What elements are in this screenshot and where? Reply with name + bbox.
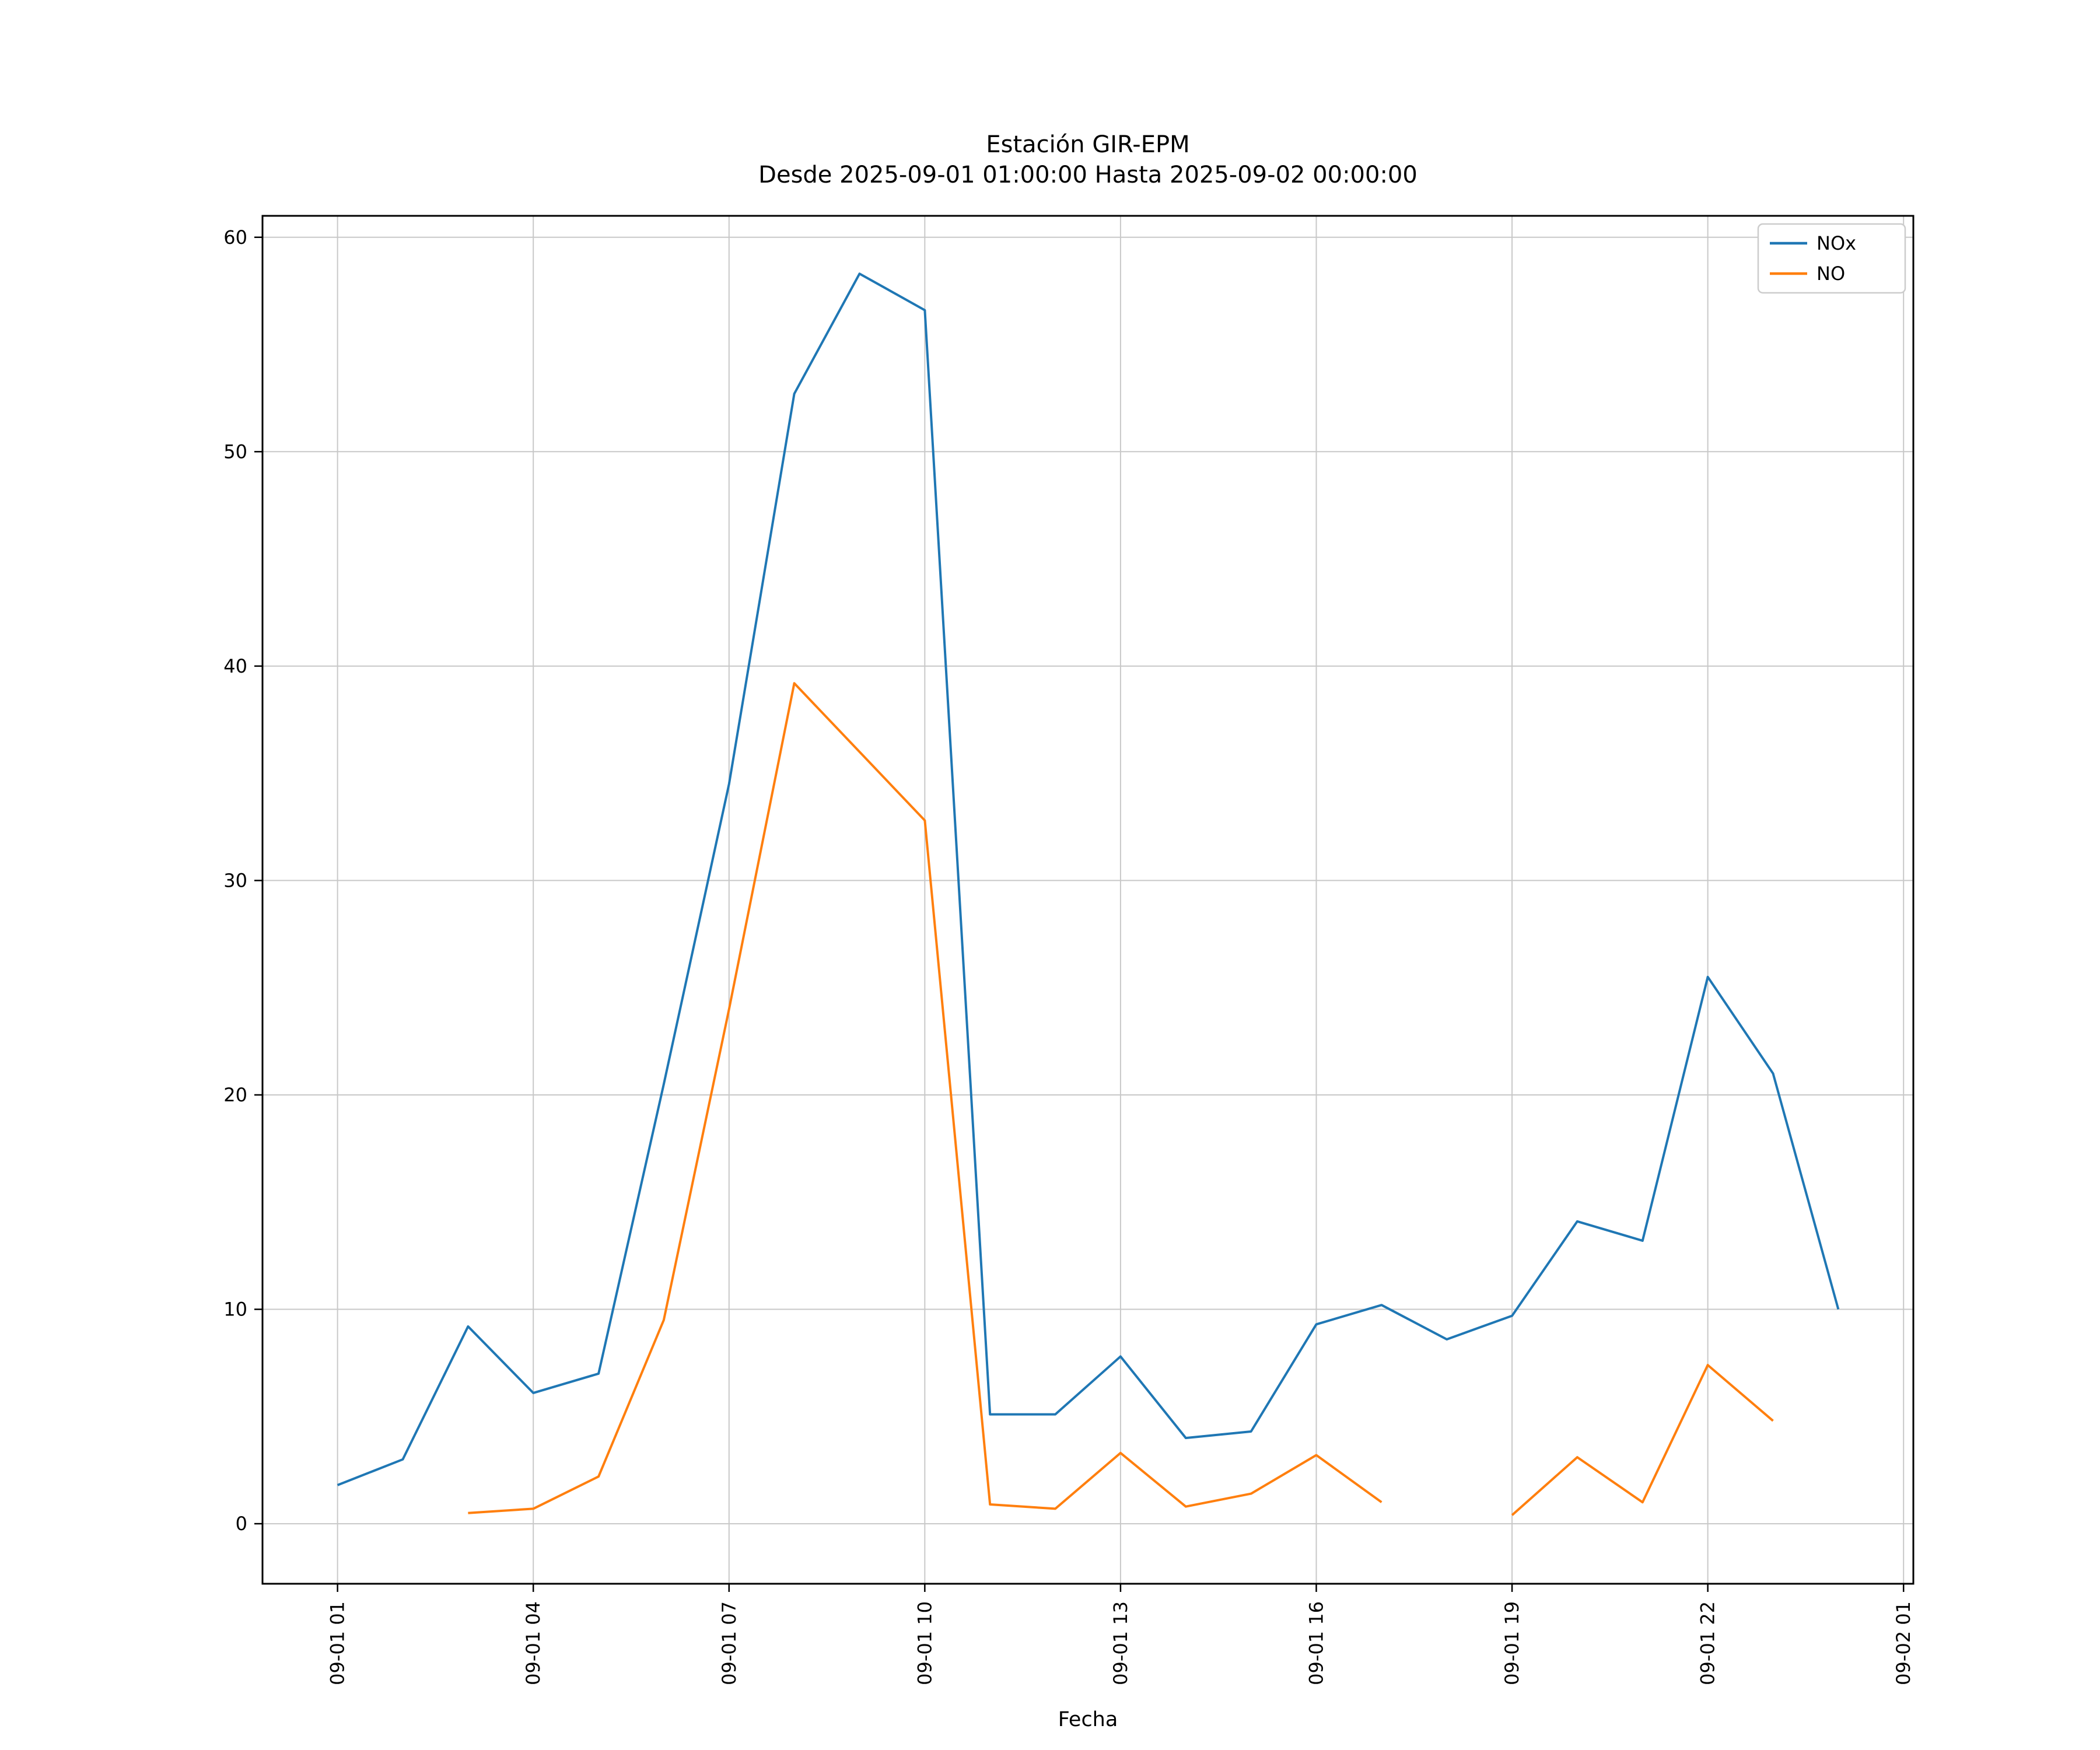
x-tick-label: 09-02 01 (1892, 1601, 1915, 1685)
x-tick-label: 09-01 10 (914, 1601, 936, 1685)
legend-box (1757, 223, 1906, 294)
axes-spines (261, 215, 1915, 1585)
series-line-NOx (337, 272, 1840, 1486)
x-tick-label: 09-01 07 (718, 1601, 740, 1685)
x-tick-label: 09-01 13 (1110, 1601, 1132, 1685)
y-tick-label: 60 (223, 226, 247, 249)
x-tick-label: 09-01 04 (522, 1601, 544, 1685)
y-tick-label: 10 (223, 1298, 247, 1321)
chart-subtitle: Desde 2025-09-01 01:00:00 Hasta 2025-09-… (758, 162, 1418, 188)
y-tick-label: 30 (223, 869, 247, 891)
x-tick-label: 09-01 19 (1501, 1601, 1523, 1685)
chart-title: Estación GIR-EPM (986, 131, 1190, 158)
x-axis-label: Fecha (1058, 1708, 1118, 1731)
chart-title-block: Estación GIR-EPM Desde 2025-09-01 01:00:… (262, 130, 1913, 190)
y-tick-label: 40 (223, 655, 247, 677)
y-tick-label: 50 (223, 440, 247, 463)
y-tick-label: 20 (223, 1084, 247, 1106)
y-tick-label: 0 (236, 1513, 247, 1535)
x-tick-label: 09-01 22 (1697, 1601, 1719, 1685)
legend-label-NO: NO (1817, 262, 1845, 285)
x-tick-label: 09-01 01 (327, 1601, 349, 1685)
series-line-NO (468, 682, 1774, 1516)
x-tick-label: 09-01 16 (1306, 1601, 1328, 1685)
legend-label-NOx: NOx (1817, 232, 1856, 254)
